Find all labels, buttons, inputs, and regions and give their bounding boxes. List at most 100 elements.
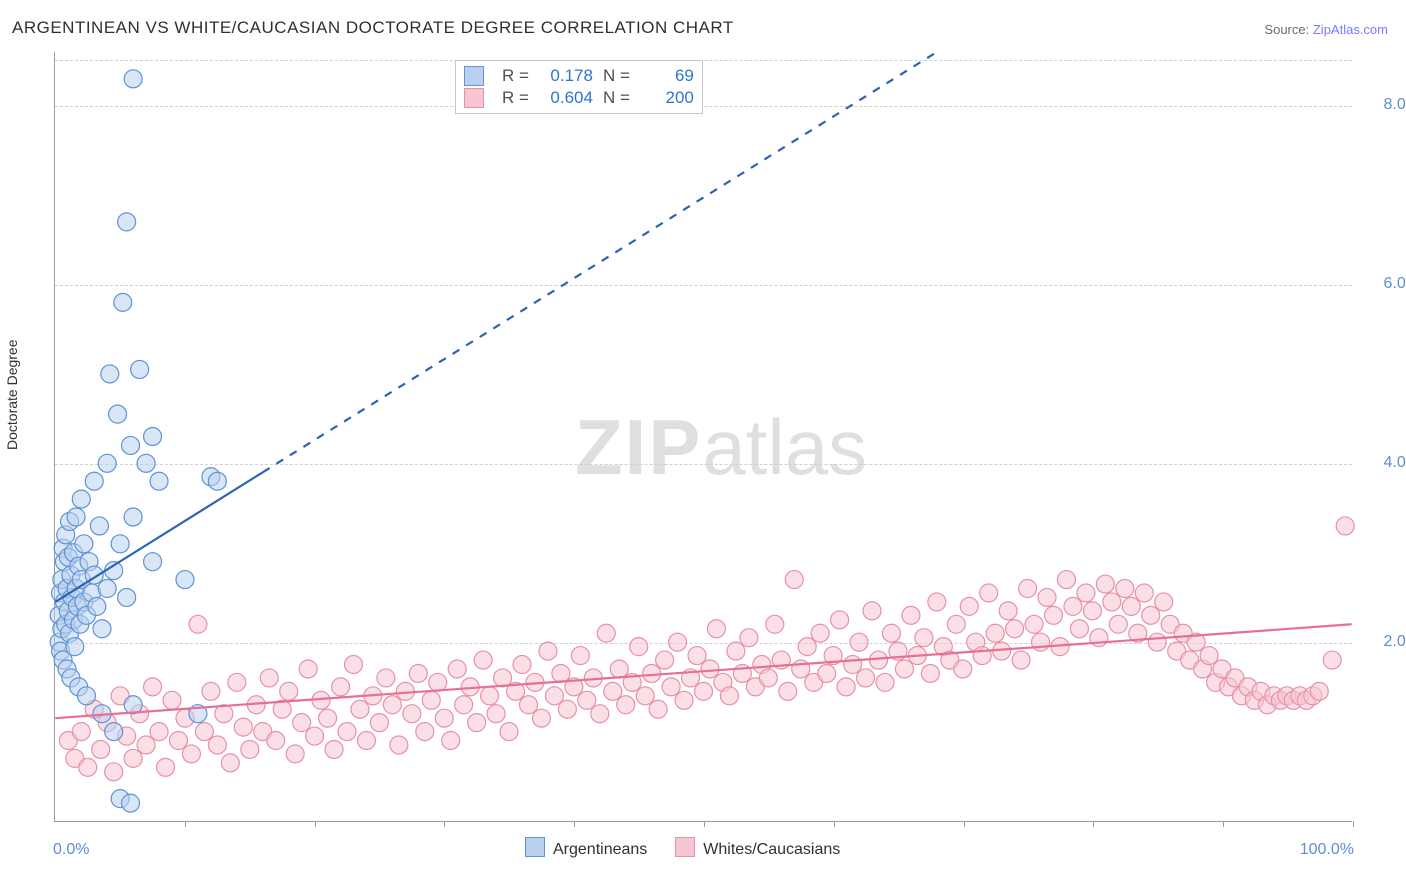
stats-row-blue: R = 0.178 N = 69 bbox=[464, 65, 694, 87]
scatter-point bbox=[532, 709, 550, 727]
scatter-point bbox=[636, 687, 654, 705]
scatter-point bbox=[545, 687, 563, 705]
scatter-point bbox=[345, 656, 363, 674]
scatter-point bbox=[604, 682, 622, 700]
x-tick bbox=[834, 821, 835, 827]
scatter-point bbox=[1070, 620, 1088, 638]
plot-area: ZIPatlas 2.0%4.0%6.0%8.0% R = 0.178 N = … bbox=[54, 52, 1352, 822]
scatter-point bbox=[798, 638, 816, 656]
scatter-point bbox=[675, 691, 693, 709]
scatter-point bbox=[122, 794, 140, 812]
scatter-point bbox=[850, 633, 868, 651]
stats-box: R = 0.178 N = 69 R = 0.604 N = 200 bbox=[455, 60, 703, 114]
scatter-point bbox=[649, 700, 667, 718]
scatter-point bbox=[552, 664, 570, 682]
scatter-point bbox=[481, 687, 499, 705]
scatter-point bbox=[915, 629, 933, 647]
scatter-point bbox=[1057, 571, 1075, 589]
scatter-point bbox=[137, 454, 155, 472]
scatter-point bbox=[202, 682, 220, 700]
scatter-point bbox=[1122, 597, 1140, 615]
source-link[interactable]: ZipAtlas.com bbox=[1313, 22, 1388, 37]
scatter-point bbox=[442, 732, 460, 750]
scatter-point bbox=[67, 508, 85, 526]
scatter-point bbox=[122, 436, 140, 454]
scatter-point bbox=[1096, 575, 1114, 593]
scatter-point bbox=[766, 615, 784, 633]
scatter-point bbox=[390, 736, 408, 754]
y-tick-label: 8.0% bbox=[1360, 96, 1406, 114]
scatter-point bbox=[208, 736, 226, 754]
scatter-point bbox=[124, 70, 142, 88]
scatter-point bbox=[558, 700, 576, 718]
legend-swatch-pink bbox=[675, 837, 695, 857]
scatter-point bbox=[779, 682, 797, 700]
scatter-point bbox=[144, 428, 162, 446]
scatter-point bbox=[1200, 647, 1218, 665]
scatter-point bbox=[707, 620, 725, 638]
scatter-point bbox=[448, 660, 466, 678]
x-tick bbox=[1353, 821, 1354, 827]
scatter-point bbox=[468, 714, 486, 732]
scatter-point bbox=[416, 723, 434, 741]
scatter-point bbox=[759, 669, 777, 687]
scatter-point bbox=[960, 597, 978, 615]
scatter-point bbox=[571, 647, 589, 665]
scatter-point bbox=[189, 615, 207, 633]
scatter-point bbox=[837, 678, 855, 696]
x-tick bbox=[1093, 821, 1094, 827]
legend-label-blue: Argentineans bbox=[553, 841, 647, 858]
scatter-point bbox=[1323, 651, 1341, 669]
scatter-point bbox=[656, 651, 674, 669]
x-axis-start-label: 0.0% bbox=[53, 841, 89, 859]
x-tick bbox=[964, 821, 965, 827]
scatter-point bbox=[610, 660, 628, 678]
scatter-point bbox=[293, 714, 311, 732]
scatter-point bbox=[370, 714, 388, 732]
scatter-point bbox=[474, 651, 492, 669]
scatter-point bbox=[1083, 602, 1101, 620]
legend-label-pink: Whites/Caucasians bbox=[703, 841, 840, 858]
scatter-point bbox=[1038, 588, 1056, 606]
scatter-point bbox=[182, 745, 200, 763]
stats-swatch-blue bbox=[464, 66, 484, 86]
scatter-point bbox=[92, 740, 110, 758]
scatter-point bbox=[1109, 615, 1127, 633]
scatter-point bbox=[66, 638, 84, 656]
scatter-point bbox=[980, 584, 998, 602]
x-tick bbox=[315, 821, 316, 827]
scatter-point bbox=[1032, 633, 1050, 651]
scatter-point bbox=[260, 669, 278, 687]
scatter-point bbox=[1103, 593, 1121, 611]
scatter-point bbox=[895, 660, 913, 678]
scatter-point bbox=[105, 763, 123, 781]
scatter-point bbox=[299, 660, 317, 678]
scatter-point bbox=[863, 602, 881, 620]
scatter-point bbox=[228, 673, 246, 691]
r-value-blue: 0.178 bbox=[539, 66, 593, 86]
scatter-point bbox=[241, 740, 259, 758]
scatter-point bbox=[844, 656, 862, 674]
scatter-point bbox=[72, 490, 90, 508]
scatter-point bbox=[118, 213, 136, 231]
scatter-point bbox=[876, 673, 894, 691]
scatter-point bbox=[921, 664, 939, 682]
r-label: R = bbox=[502, 66, 529, 86]
scatter-point bbox=[1077, 584, 1095, 602]
scatter-point bbox=[351, 700, 369, 718]
scatter-point bbox=[591, 705, 609, 723]
scatter-point bbox=[75, 535, 93, 553]
scatter-point bbox=[150, 472, 168, 490]
y-tick-label: 2.0% bbox=[1360, 633, 1406, 651]
scatter-point bbox=[597, 624, 615, 642]
scatter-point bbox=[114, 293, 132, 311]
scatter-point bbox=[176, 571, 194, 589]
y-axis-label: Doctorate Degree bbox=[4, 339, 20, 450]
scatter-point bbox=[429, 673, 447, 691]
scatter-point bbox=[947, 615, 965, 633]
scatter-point bbox=[306, 727, 324, 745]
scatter-point bbox=[234, 718, 252, 736]
scatter-point bbox=[1155, 593, 1173, 611]
chart-title: ARGENTINEAN VS WHITE/CAUCASIAN DOCTORATE… bbox=[12, 18, 734, 38]
scatter-point bbox=[973, 647, 991, 665]
